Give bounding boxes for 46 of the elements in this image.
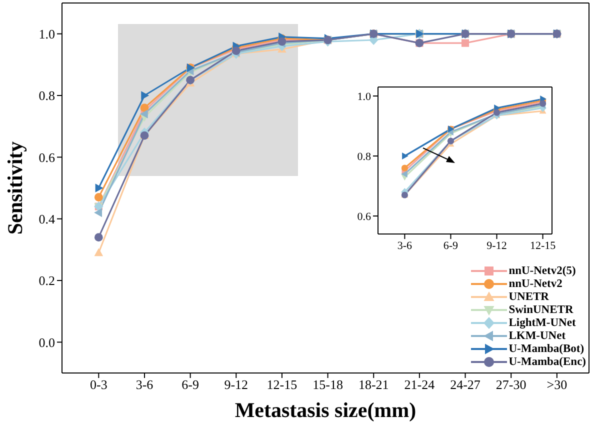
x-tick-label: 3-6 <box>136 377 154 392</box>
legend-label: nnU-Netv2 <box>508 278 562 290</box>
point <box>140 104 149 112</box>
y-tick-label: 0.2 <box>38 273 55 288</box>
point <box>94 208 102 218</box>
y-tick-label: 1.0 <box>38 26 55 42</box>
x-axis-title: Metastasis size(mm) <box>234 398 416 422</box>
x-tick-label: 6-9 <box>443 240 459 252</box>
legend-label: nnU-Netv2(5) <box>508 264 576 276</box>
x-tick-label: 6-9 <box>182 377 199 392</box>
x-tick-label: 27-30 <box>496 377 526 392</box>
y-tick-label: 0.6 <box>357 210 372 223</box>
legend-label: U-Mamba(Bot) <box>508 342 584 354</box>
x-tick-label: 24-27 <box>450 377 481 392</box>
y-tick-label: 0.8 <box>357 150 372 163</box>
point <box>141 91 150 100</box>
point <box>402 152 408 160</box>
point <box>94 193 103 202</box>
x-tick-label: 3-6 <box>397 240 413 252</box>
y-tick-label: 0.0 <box>38 334 55 350</box>
point <box>95 184 104 192</box>
x-tick-label: 15-18 <box>312 377 343 392</box>
x-tick-label: >30 <box>546 377 568 392</box>
y-axis-title: Sensitivity <box>3 140 27 235</box>
x-tick-label: 12-15 <box>530 240 556 252</box>
x-tick-label: 21-24 <box>404 377 436 392</box>
y-tick-label: 0.4 <box>38 211 56 226</box>
point <box>401 170 408 178</box>
legend-label: U-Mamba(Enc) <box>508 356 586 368</box>
point <box>94 248 104 256</box>
point <box>461 39 470 47</box>
point <box>401 164 408 172</box>
x-tick-label: 9-12 <box>486 240 507 252</box>
legend-label: LightM-UNet <box>508 316 576 328</box>
point <box>94 233 103 242</box>
y-tick-label: 0.8 <box>38 88 55 104</box>
legend-label: LKM-UNet <box>508 330 566 342</box>
legend-label: UNETR <box>508 290 549 302</box>
y-tick-label: 0.6 <box>38 150 56 165</box>
x-tick-label: 9-12 <box>224 377 248 392</box>
x-tick-label: 18-21 <box>358 377 389 392</box>
y-tick-label: 1.0 <box>357 90 372 103</box>
x-tick-label: 0-3 <box>90 377 108 392</box>
legend-label: SwinUNETR <box>508 304 574 316</box>
x-tick-label: 12-15 <box>266 377 298 392</box>
point <box>140 110 148 118</box>
